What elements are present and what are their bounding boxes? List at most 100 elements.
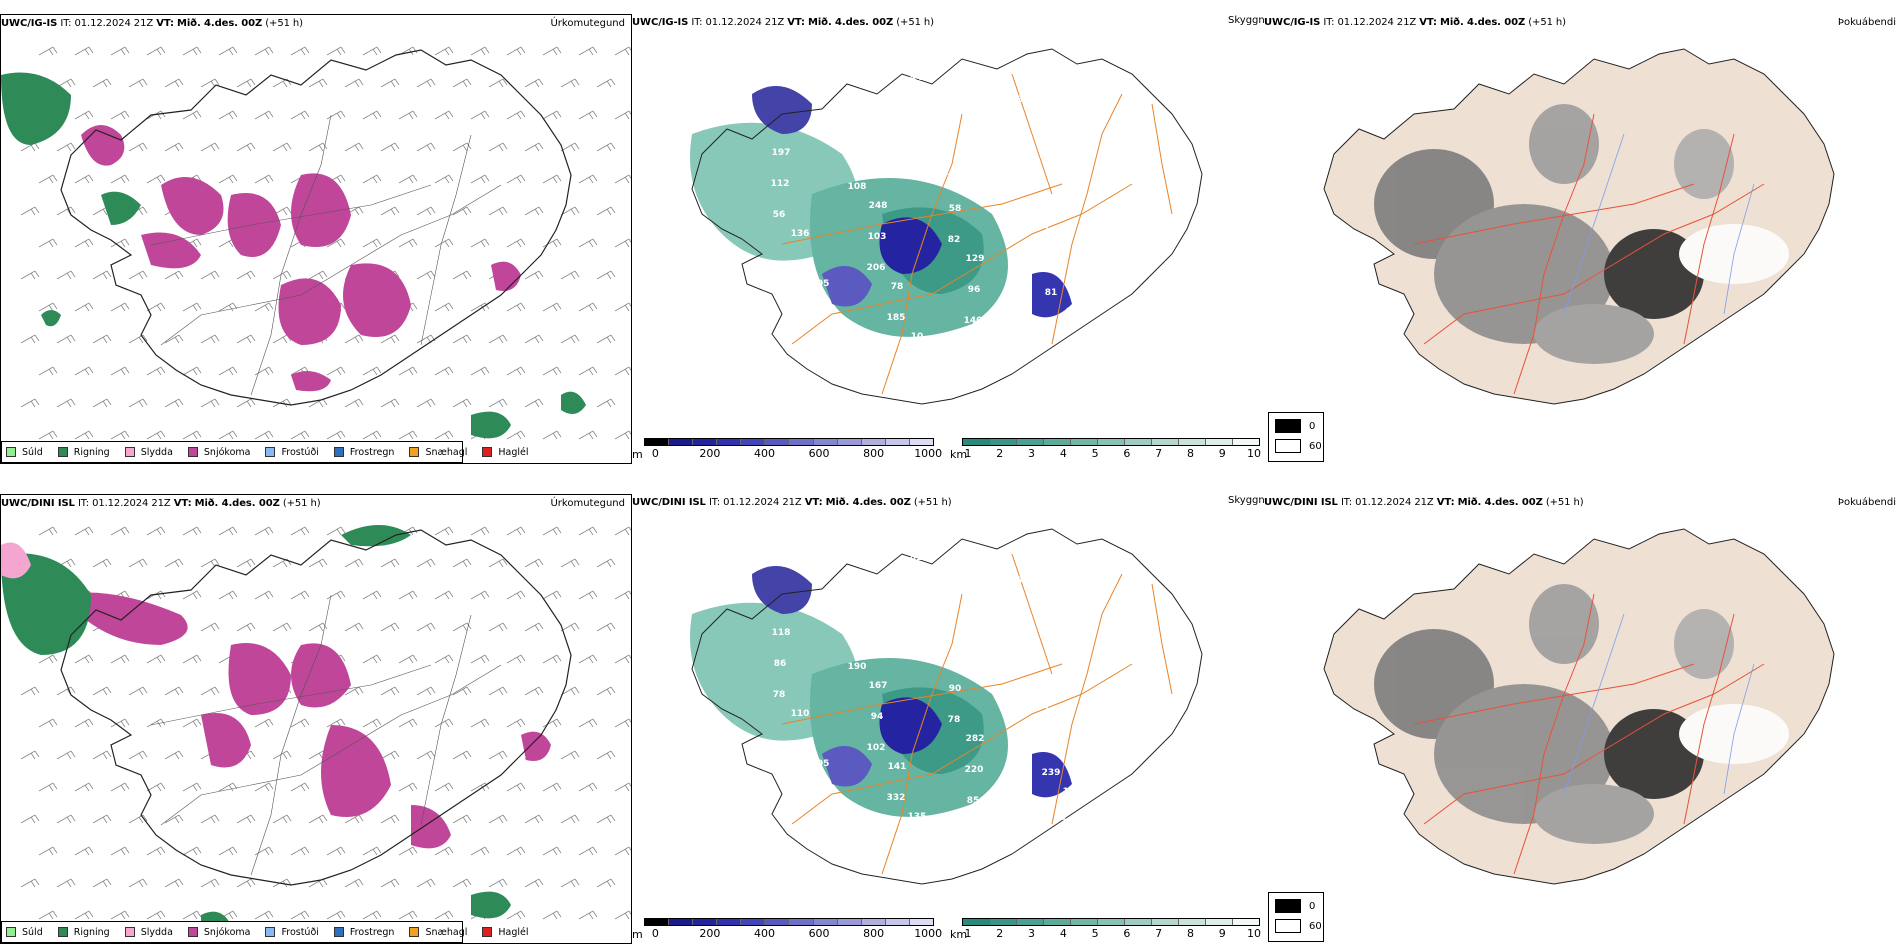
colorbar-tick: 2 — [996, 447, 1004, 460]
wind-barb — [200, 814, 220, 824]
panel-title: Skyggni — [1228, 495, 1264, 506]
wind-barb — [380, 686, 400, 696]
wind-barb — [362, 238, 382, 248]
fog-value: 0 — [1309, 420, 1316, 432]
wind-barb — [326, 238, 346, 248]
wind-barb — [578, 430, 598, 440]
wind-barb — [164, 750, 184, 760]
legend-item: Súld — [6, 927, 43, 938]
wind-barb — [452, 270, 472, 280]
legend-item: Slydda — [124, 927, 173, 938]
visibility-area — [822, 266, 872, 307]
wind-barb — [398, 110, 418, 120]
ceiling-label: 166 — [926, 634, 945, 644]
wind-barb — [560, 878, 580, 888]
precip-legend: Súld Rigning Slydda Snjókoma Frostúði Frostre… — [1, 921, 529, 943]
legend-label: Súld — [22, 446, 43, 458]
visibility-map-top: 80 87 187 117 105 10 203 197 248 129 92 105 111 124 13… — [690, 48, 1203, 405]
wind-barb — [182, 910, 202, 920]
wind-barb — [38, 46, 58, 56]
panel-header: UWC/IG-IS IT: 01.12.2024 21Z VT: Mið. 4.… — [1, 18, 303, 29]
wind-barb — [416, 142, 436, 152]
legend-label: Snjókoma — [203, 926, 251, 938]
wind-barb — [254, 910, 274, 920]
wind-barb — [380, 622, 400, 632]
wind-barb — [614, 110, 631, 120]
wind-barb — [128, 78, 148, 88]
wind-barb — [470, 366, 490, 376]
wind-barb — [452, 78, 472, 88]
wind-barb — [146, 174, 166, 184]
wind-barb — [614, 718, 631, 728]
legend-swatch — [187, 927, 198, 937]
wind-barb — [416, 398, 436, 408]
precip-area — [291, 173, 351, 247]
wind-barb — [218, 46, 238, 56]
legend-item: Haglél — [482, 927, 529, 938]
precip-area — [1, 72, 71, 145]
wind-barb — [434, 302, 454, 312]
wind-barb — [74, 46, 94, 56]
wind-barb — [614, 238, 631, 248]
ceiling-label: 49 — [1065, 338, 1078, 348]
wind-barb — [182, 110, 202, 120]
precip-map-top — [1, 46, 631, 440]
precip-area — [291, 643, 351, 708]
colorbar-tick: 5 — [1091, 447, 1099, 460]
wind-barb — [38, 366, 58, 376]
wind-barb — [452, 334, 472, 344]
wind-barb — [524, 558, 544, 568]
ceiling-label: 44 — [910, 73, 923, 83]
ceiling-label: 85 — [967, 796, 980, 806]
wind-barb — [218, 526, 238, 536]
precip-area — [61, 592, 188, 645]
wind-barb — [398, 430, 418, 440]
wind-barb — [506, 654, 526, 664]
wind-barb — [578, 110, 598, 120]
visibility-map-bottom: 92 107 68 133 105 135 144 118 167 282 107 162 73 112 1… — [690, 528, 1203, 885]
wind-barb — [110, 846, 130, 856]
wind-barb — [344, 686, 364, 696]
wind-barb — [434, 526, 454, 536]
wind-barb — [524, 206, 544, 216]
ceiling-label: 129 — [1004, 126, 1023, 136]
wind-barb — [92, 686, 112, 696]
legend-item: Frostregn — [333, 447, 394, 458]
wind-barb — [470, 590, 490, 600]
wind-barb — [74, 654, 94, 664]
ceiling-label: 152 — [829, 581, 848, 591]
wind-barb — [200, 334, 220, 344]
legend-label: Rigning — [73, 926, 110, 938]
ceiling-label: 81 — [1045, 288, 1058, 298]
wind-barb — [452, 814, 472, 824]
wind-barb — [110, 654, 130, 664]
ceiling-label: 112 — [985, 335, 1004, 345]
wind-barb — [254, 430, 274, 440]
wind-barb — [416, 558, 436, 568]
legend-swatch — [409, 927, 420, 937]
legend-item: Rigning — [57, 447, 110, 458]
wind-barb — [236, 814, 256, 824]
wind-barb — [200, 686, 220, 696]
ceiling-label: 124 — [1024, 176, 1043, 186]
wind-barb — [200, 142, 220, 152]
wind-barb — [506, 366, 526, 376]
wind-barb — [38, 526, 58, 536]
fog-swatch — [1275, 899, 1301, 913]
ceiling-label: 10 — [911, 332, 924, 342]
colorbar-tick: 400 — [754, 447, 775, 460]
wind-barb — [218, 846, 238, 856]
precip-area — [81, 125, 125, 166]
wind-barb — [308, 270, 328, 280]
wind-barb — [614, 46, 631, 56]
colorbar-tick: 9 — [1218, 927, 1226, 940]
wind-barb — [56, 270, 76, 280]
fog-legend: 0 60 — [1268, 892, 1324, 942]
wind-barb — [596, 686, 616, 696]
fog-legend-row: 60 — [1275, 919, 1323, 933]
wind-barb — [146, 366, 166, 376]
wind-barb — [416, 270, 436, 280]
colorbar-tick: 0 — [651, 447, 659, 460]
ceiling-label: 78 — [948, 715, 961, 725]
wind-barb — [254, 526, 274, 536]
